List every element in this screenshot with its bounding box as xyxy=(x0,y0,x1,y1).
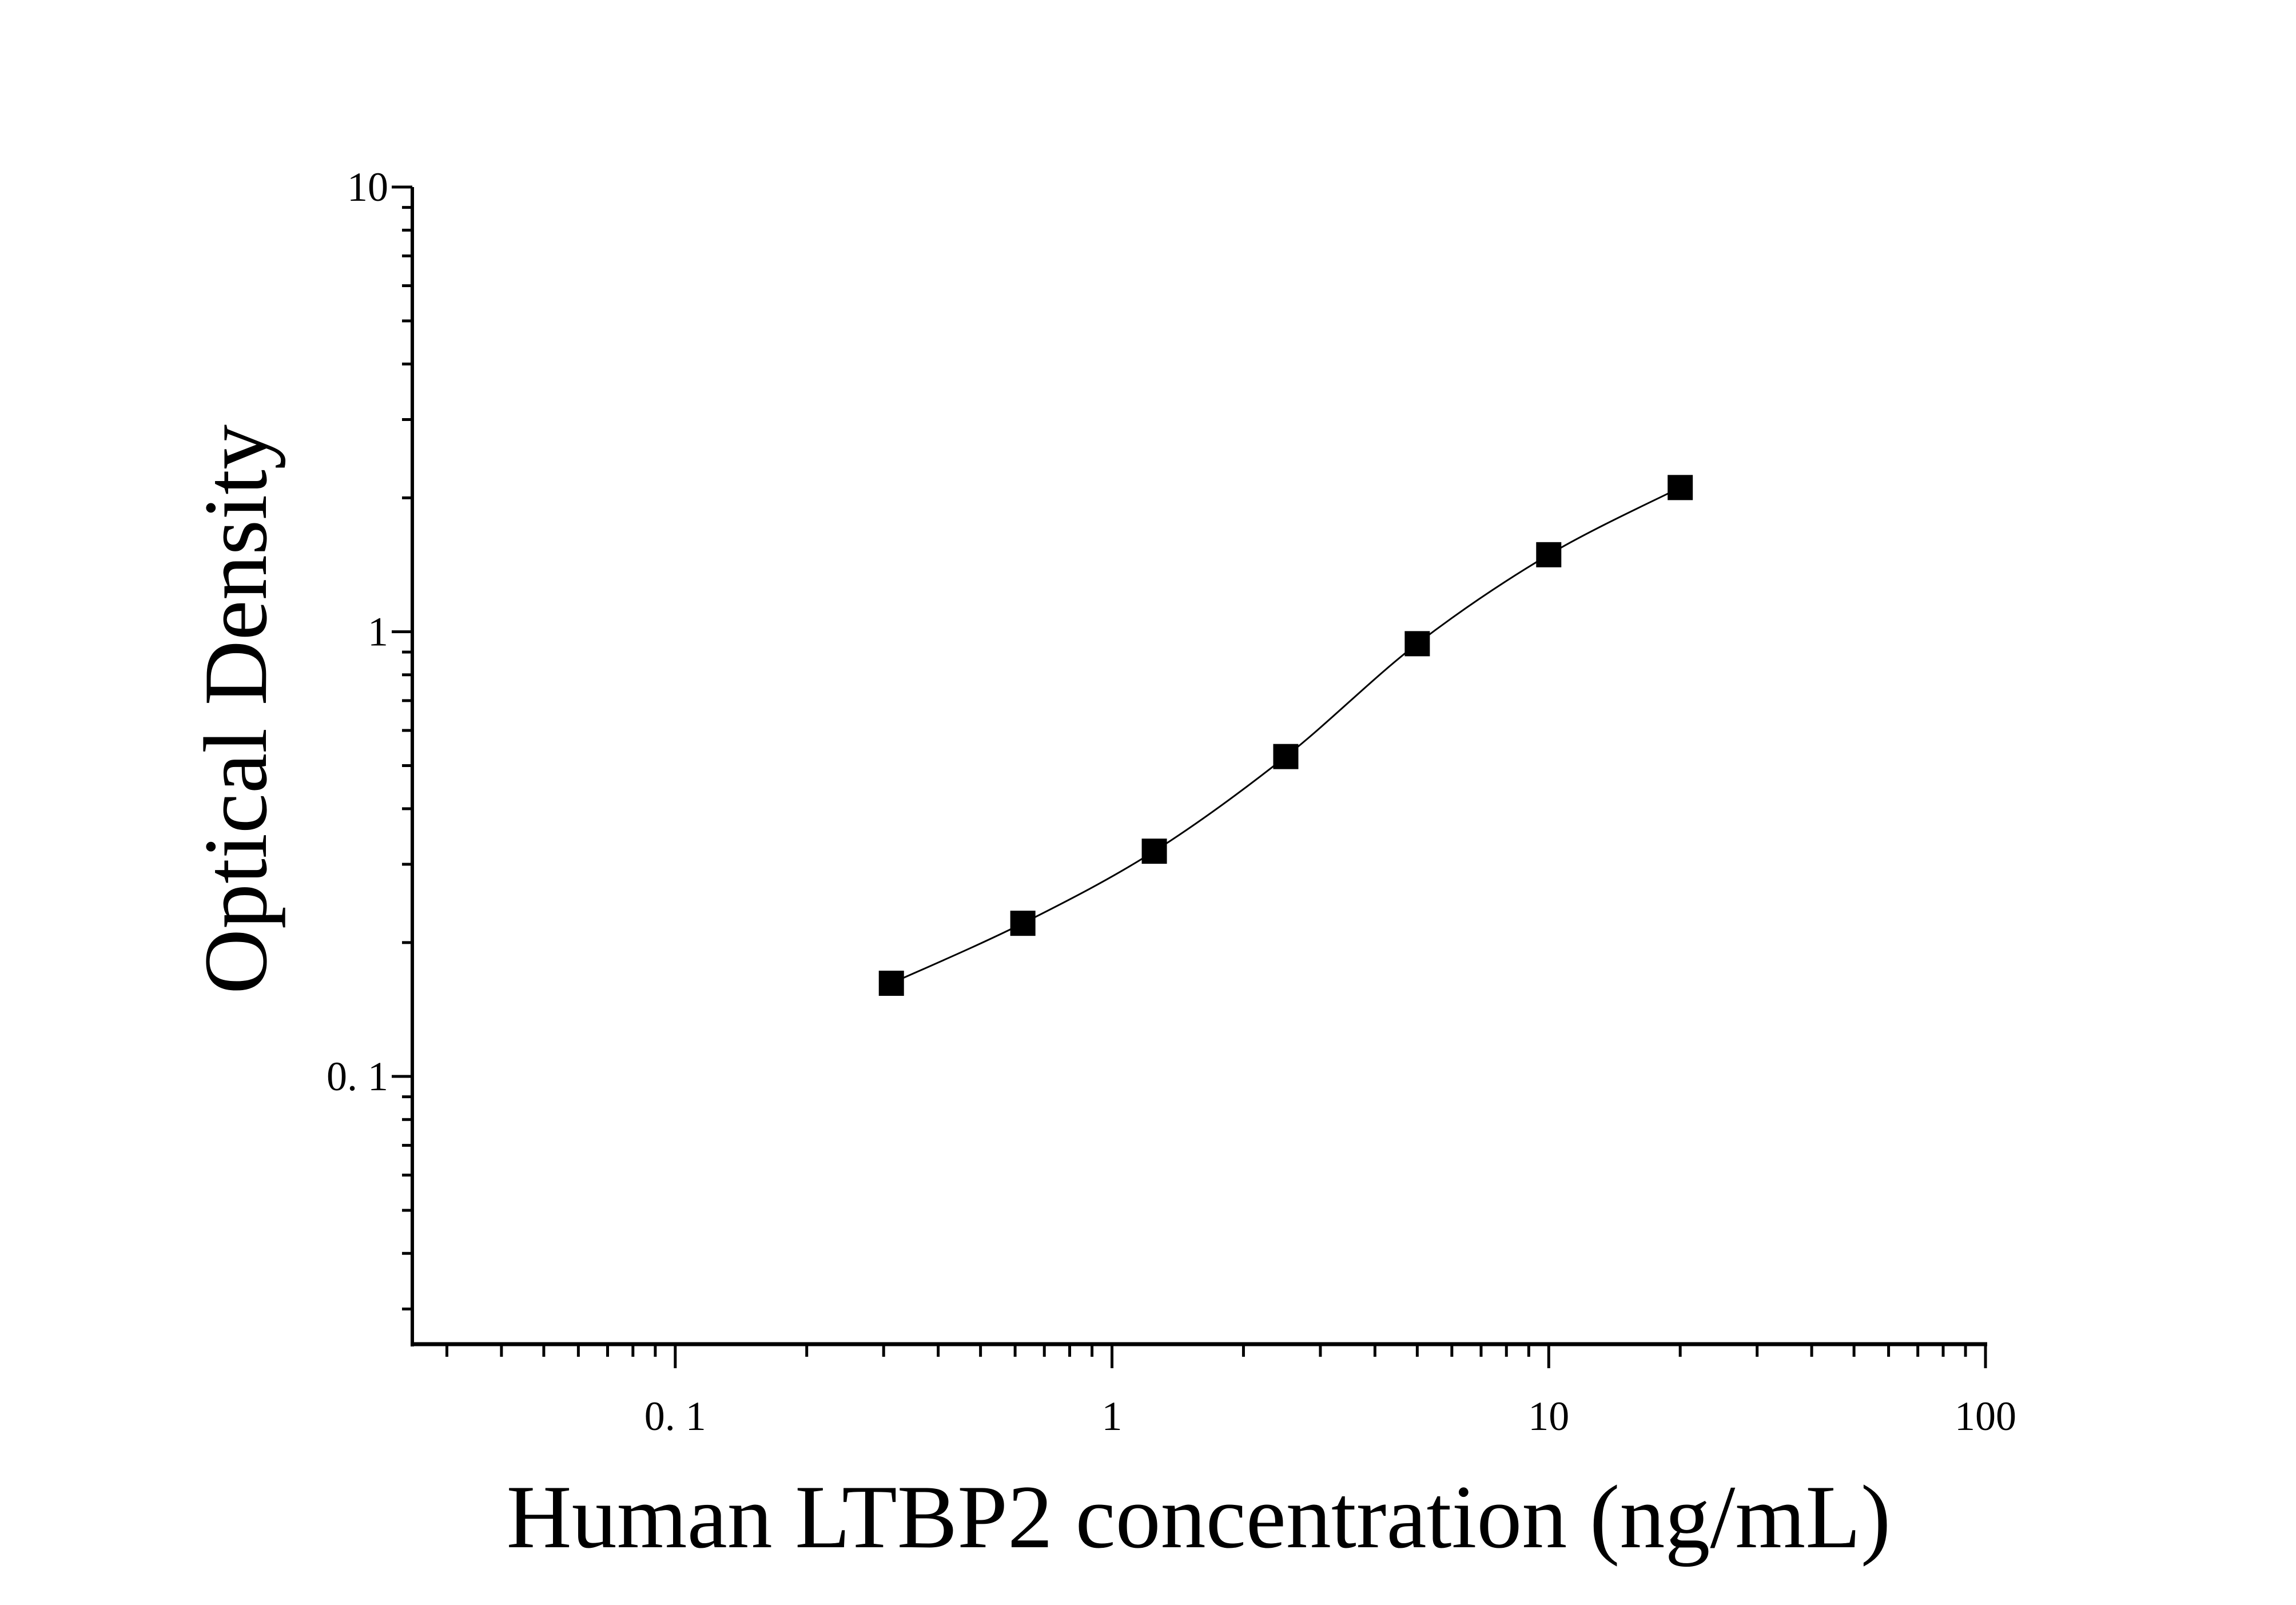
y-axis-title: Optical Density xyxy=(186,424,286,994)
y-tick-label: 0. 1 xyxy=(327,1054,388,1099)
data-point xyxy=(878,971,904,996)
x-tick-label: 1 xyxy=(1102,1393,1123,1439)
y-tick-label: 1 xyxy=(368,609,388,654)
data-point xyxy=(1404,631,1430,657)
data-point xyxy=(1141,839,1167,864)
x-tick-label: 10 xyxy=(1528,1393,1569,1439)
fit-curve xyxy=(891,487,1681,984)
y-tick-label: 10 xyxy=(347,164,388,210)
data-point xyxy=(1273,744,1299,769)
x-tick-label: 0. 1 xyxy=(644,1393,706,1439)
data-point xyxy=(1536,542,1562,567)
data-point xyxy=(1010,911,1036,936)
data-points xyxy=(878,475,1693,996)
tick-labels: 0. 1 1 10 100 0. 1 1 10 xyxy=(327,164,2016,1439)
data-point xyxy=(1668,475,1693,500)
axes xyxy=(392,185,1987,1368)
x-axis-title: Human LTBP2 concentration (ng/mL) xyxy=(507,1467,1891,1567)
x-tick-label: 100 xyxy=(1955,1393,2016,1439)
